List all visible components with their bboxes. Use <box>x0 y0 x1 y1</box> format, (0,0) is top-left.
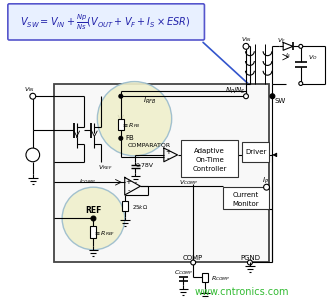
Text: $\equiv R_{FB}$: $\equiv R_{FB}$ <box>121 121 140 130</box>
Text: $25k\Omega$: $25k\Omega$ <box>132 203 148 211</box>
Text: On-Time: On-Time <box>195 157 224 163</box>
Circle shape <box>119 94 123 98</box>
Circle shape <box>299 82 303 85</box>
Text: $V_{IN}$: $V_{IN}$ <box>23 85 34 94</box>
Text: www.cntronics.com: www.cntronics.com <box>195 287 289 297</box>
Text: $I_S$: $I_S$ <box>285 51 291 59</box>
Circle shape <box>243 43 249 49</box>
Text: COMPARATOR: COMPARATOR <box>128 143 171 148</box>
Text: Current: Current <box>233 192 259 198</box>
Circle shape <box>97 82 172 156</box>
Text: $I_{RFB}$: $I_{RFB}$ <box>142 96 156 106</box>
Text: Monitor: Monitor <box>233 201 259 207</box>
Text: $V_F$: $V_F$ <box>277 36 286 45</box>
Circle shape <box>62 187 125 250</box>
Circle shape <box>299 44 303 48</box>
Bar <box>122 201 128 211</box>
Text: -: - <box>166 155 169 161</box>
Text: COMP: COMP <box>183 255 203 261</box>
Text: $V_{COMP}$: $V_{COMP}$ <box>179 178 198 187</box>
Text: Controller: Controller <box>193 165 227 172</box>
Bar <box>222 187 269 209</box>
Text: PGND: PGND <box>240 255 260 261</box>
Text: FB: FB <box>125 135 134 141</box>
Text: Adaptive: Adaptive <box>194 148 225 154</box>
Circle shape <box>191 260 196 265</box>
Text: $\equiv R_{REF}$: $\equiv R_{REF}$ <box>93 229 116 238</box>
Text: $V_{REF}$: $V_{REF}$ <box>98 163 113 172</box>
Text: $R_{COMP}$: $R_{COMP}$ <box>211 274 230 283</box>
Text: $V_{IN}$: $V_{IN}$ <box>241 35 251 44</box>
Text: $V_{SW}=V_{IN}+\frac{Np}{Ns}(V_{OUT}+V_F+I_S\times ESR)$: $V_{SW}=V_{IN}+\frac{Np}{Ns}(V_{OUT}+V_F… <box>20 12 190 32</box>
Text: +: + <box>165 149 171 155</box>
Circle shape <box>264 184 269 190</box>
Text: 0.78V: 0.78V <box>135 163 153 168</box>
Circle shape <box>248 260 252 265</box>
Text: $V_O$: $V_O$ <box>308 53 317 62</box>
Bar <box>202 273 208 282</box>
Text: +: + <box>126 179 132 185</box>
FancyBboxPatch shape <box>8 4 204 40</box>
Text: Driver: Driver <box>245 149 266 155</box>
Text: REF: REF <box>85 206 102 215</box>
Text: $I_{COMP}$: $I_{COMP}$ <box>79 177 96 186</box>
Text: $I_P$: $I_P$ <box>262 176 269 186</box>
Circle shape <box>30 93 36 99</box>
Bar <box>182 140 238 177</box>
Circle shape <box>270 94 275 99</box>
Circle shape <box>119 136 123 140</box>
Bar <box>90 226 96 238</box>
Circle shape <box>91 216 96 221</box>
Bar <box>118 119 124 130</box>
Text: $N_P/N_S$: $N_P/N_S$ <box>225 86 246 96</box>
Text: SW: SW <box>275 98 286 104</box>
Circle shape <box>244 94 249 99</box>
Bar <box>242 142 269 162</box>
Bar <box>54 84 269 262</box>
Text: -: - <box>127 187 130 193</box>
Circle shape <box>26 148 40 162</box>
Text: $C_{COMP}$: $C_{COMP}$ <box>174 268 193 277</box>
